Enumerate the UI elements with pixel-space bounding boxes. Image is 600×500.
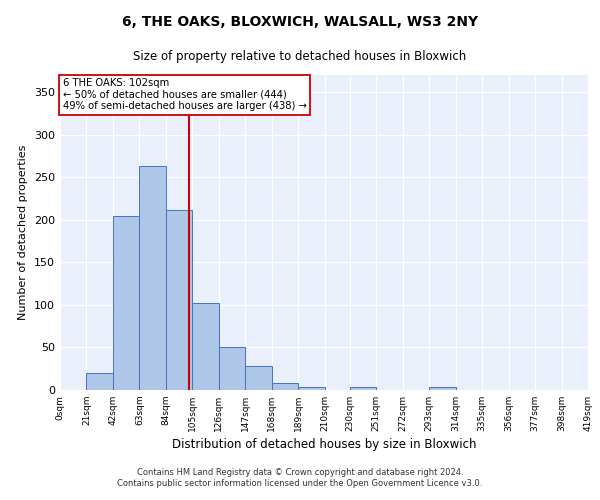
Text: Contains HM Land Registry data © Crown copyright and database right 2024.
Contai: Contains HM Land Registry data © Crown c…: [118, 468, 482, 487]
Y-axis label: Number of detached properties: Number of detached properties: [19, 145, 28, 320]
Bar: [350, 386, 376, 390]
Text: Size of property relative to detached houses in Bloxwich: Size of property relative to detached ho…: [133, 50, 467, 63]
Text: 6, THE OAKS, BLOXWICH, WALSALL, WS3 2NY: 6, THE OAKS, BLOXWICH, WALSALL, WS3 2NY: [122, 15, 478, 29]
Bar: [113, 216, 139, 390]
Text: 6 THE OAKS: 102sqm
← 50% of detached houses are smaller (444)
49% of semi-detach: 6 THE OAKS: 102sqm ← 50% of detached hou…: [62, 78, 307, 112]
Bar: [219, 348, 245, 390]
X-axis label: Distribution of detached houses by size in Bloxwich: Distribution of detached houses by size …: [172, 438, 476, 451]
Bar: [245, 366, 272, 390]
Bar: [429, 388, 455, 390]
Bar: [193, 303, 219, 390]
Bar: [86, 373, 113, 390]
Bar: [272, 383, 298, 390]
Bar: [166, 210, 193, 390]
Bar: [139, 166, 166, 390]
Bar: [298, 386, 325, 390]
